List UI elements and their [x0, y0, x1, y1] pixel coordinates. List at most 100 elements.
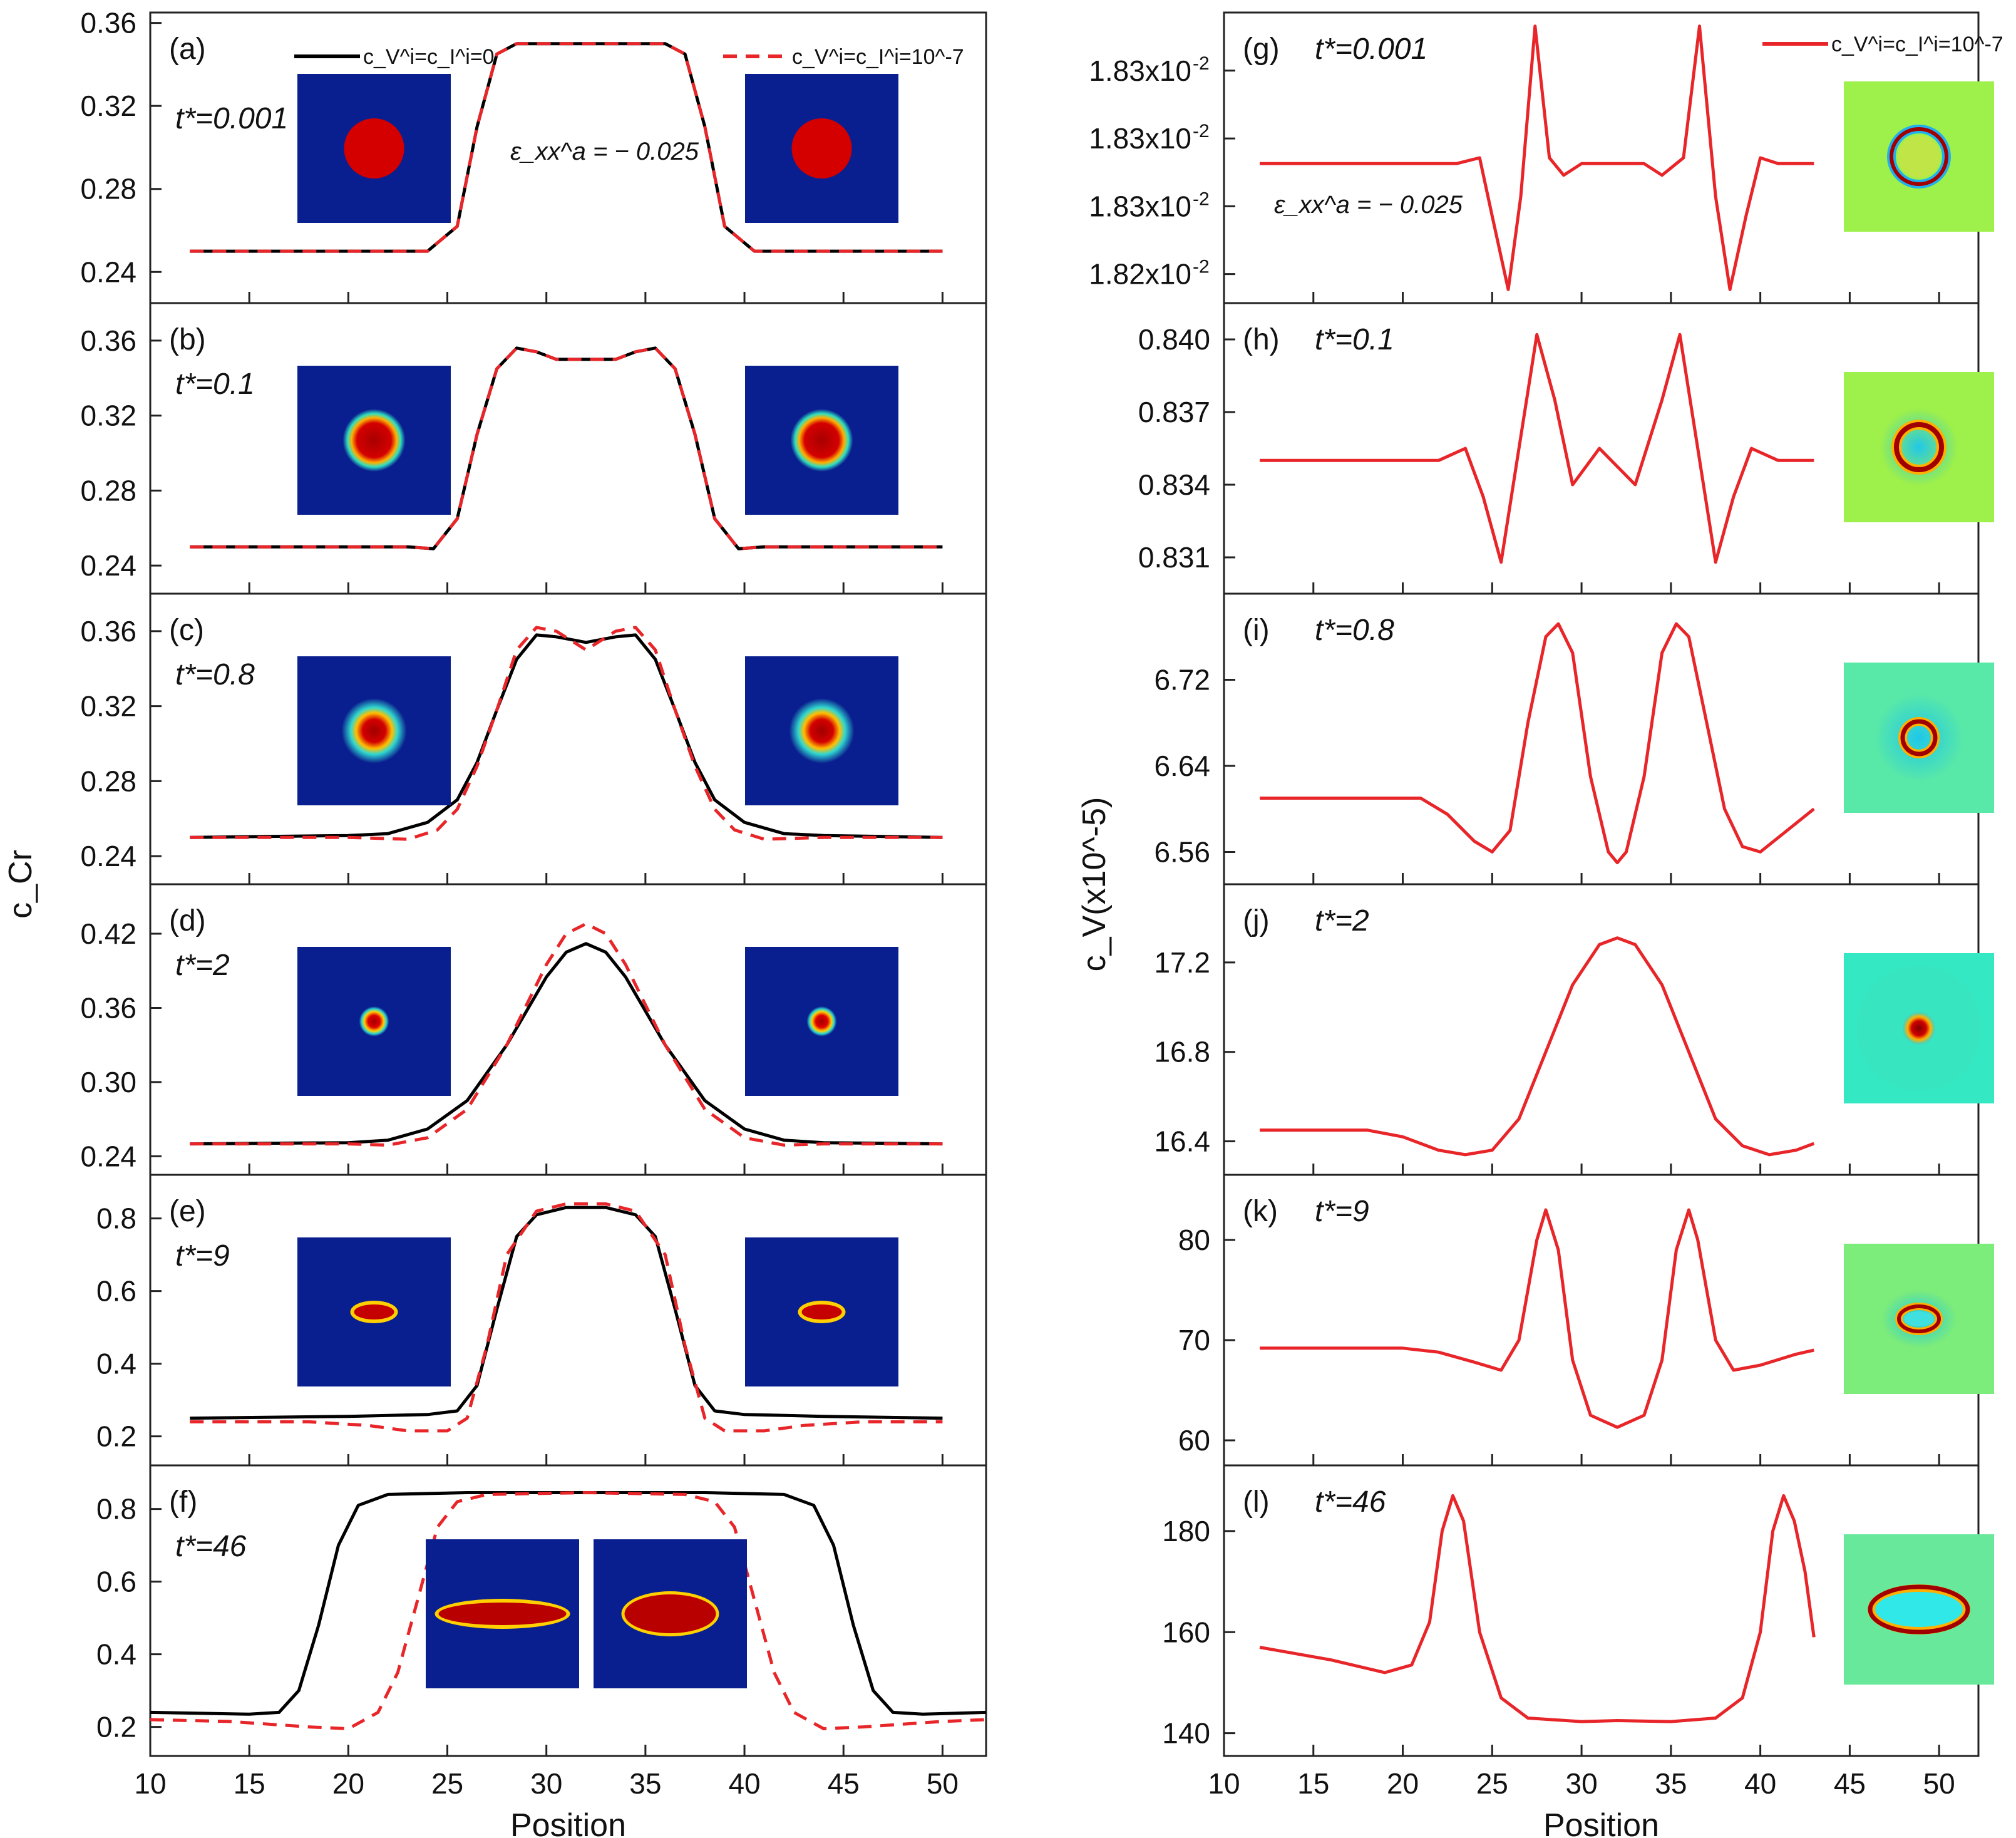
- time-label: t*=0.1: [1315, 323, 1394, 356]
- series-line: [1260, 622, 1815, 865]
- y-tick-label: 0.24: [80, 840, 136, 872]
- x-tick-label: 20: [1387, 1767, 1419, 1800]
- series-line: [150, 1491, 987, 1730]
- panel-label: (l): [1243, 1485, 1270, 1519]
- y-tick-exponent: -2: [1193, 188, 1210, 209]
- vacancy-ring: [1868, 1584, 1970, 1634]
- y-tick-label: 1.83x10: [1089, 54, 1191, 87]
- y-tick-label: 0.6: [96, 1566, 136, 1598]
- x-tick-label: 50: [927, 1767, 959, 1800]
- panel-label: (e): [169, 1195, 206, 1228]
- series-line: [1260, 1208, 1814, 1429]
- panel-g: 1.82x10 -21.83x10 -21.83x10 -21.83x10 -2 (g) t…: [1089, 11, 2003, 304]
- y-tick-exponent: -2: [1193, 257, 1210, 277]
- x-axis-title: Position: [510, 1807, 626, 1838]
- series-line: [190, 633, 943, 839]
- y-tick-label: 60: [1178, 1424, 1210, 1457]
- x-tick-label: 25: [1476, 1767, 1508, 1800]
- x-tick-label: 15: [234, 1767, 265, 1800]
- y-tick-label: 0.28: [80, 173, 136, 205]
- precipitate-shape: [344, 118, 404, 178]
- y-tick-label: 140: [1162, 1717, 1210, 1750]
- precipitate-shape: [342, 409, 406, 472]
- legend-label: c_V^i=c_I^i=10^-7: [792, 45, 964, 69]
- x-tick-label: 45: [828, 1767, 860, 1800]
- y-tick-label: 0.24: [80, 256, 136, 288]
- vacancy-ring: [1875, 694, 1963, 782]
- panel-i: 6.56 6.64 6.72 (i) t*=0.8: [1154, 592, 1994, 885]
- y-tick-label: 0.36: [80, 324, 136, 357]
- vacancy-ring: [1897, 1304, 1941, 1333]
- precipitate-shape: [791, 118, 852, 178]
- precipitate-shape: [790, 409, 853, 472]
- vacancy-ring: [1898, 135, 1940, 178]
- series-line: [190, 1206, 943, 1420]
- precipitate-shape: [806, 1006, 837, 1036]
- y-tick-label: 1.83x10: [1089, 190, 1191, 222]
- strain-label: ε_xx^a = − 0.025: [510, 138, 699, 165]
- precipitate-shape: [341, 698, 407, 763]
- panel-h: 0.831 0.834 0.837 0.840 (h) t*=0.1: [1138, 302, 1994, 595]
- precipitate-shape: [801, 1304, 842, 1319]
- y-tick-label: 6.64: [1154, 750, 1210, 782]
- y-tick-label: 16.4: [1154, 1125, 1210, 1157]
- y-tick-label: 0.42: [80, 917, 136, 950]
- y-tick-label: 0.24: [80, 1140, 136, 1172]
- vacancy-ring: [1875, 1592, 1963, 1627]
- legend-label: c_V^i=c_I^i=0: [363, 45, 495, 69]
- y-tick-label: 0.2: [96, 1420, 136, 1453]
- precipitate-shape: [789, 698, 855, 763]
- vacancy-ring: [1903, 1012, 1935, 1045]
- x-tick-label: 40: [1744, 1767, 1776, 1800]
- x-tick-label: 25: [431, 1767, 463, 1800]
- vacancy-ring: [1890, 127, 1948, 186]
- panel-label: (j): [1243, 904, 1270, 937]
- y-axis-title-left: c_Cr: [3, 850, 39, 919]
- series-line: [1260, 24, 1814, 291]
- x-tick-label: 20: [332, 1767, 364, 1800]
- y-tick-label: 0.36: [80, 7, 136, 39]
- x-tick-label: 10: [134, 1767, 166, 1800]
- vacancy-ring: [1900, 719, 1938, 756]
- time-label: t*=2: [175, 949, 230, 982]
- y-tick-label: 0.28: [80, 765, 136, 797]
- y-tick-label: 0.2: [96, 1711, 136, 1743]
- y-tick-label: 160: [1162, 1616, 1210, 1648]
- y-tick-label: 0.32: [80, 90, 136, 122]
- panel-d: 0.24 0.30 0.36 0.42 (d) t*=2: [80, 883, 987, 1176]
- y-tick-label: 180: [1162, 1515, 1210, 1547]
- x-tick-label: 10: [1208, 1767, 1240, 1800]
- panel-j: 16.4 16.8 17.2 (j) t*=2: [1154, 883, 1994, 1176]
- y-tick-label: 0.32: [80, 400, 136, 432]
- panel-label: (k): [1243, 1195, 1278, 1228]
- y-tick-label: 0.6: [96, 1275, 136, 1308]
- time-label: t*=0.001: [1315, 33, 1427, 66]
- time-label: t*=2: [1315, 904, 1369, 937]
- panel-a: 0.24 0.28 0.32 0.36 (a) t*=0.001 c_V^i=c_I^i=0…: [80, 7, 987, 304]
- time-label: t*=0.1: [175, 368, 255, 401]
- vacancy-ring: [1904, 1311, 1934, 1326]
- panel-label: (d): [169, 904, 206, 937]
- y-tick-label: 17.2: [1154, 946, 1210, 979]
- series-line: [190, 346, 943, 550]
- x-axis-title: Position: [1543, 1807, 1659, 1838]
- y-tick-label: 0.36: [80, 991, 136, 1024]
- y-axis-title-right: c_V(x10^-5): [1076, 797, 1113, 972]
- y-tick-exponent: -2: [1193, 121, 1210, 142]
- x-tick-label: 30: [530, 1767, 562, 1800]
- y-tick-label: 0.36: [80, 615, 136, 648]
- y-tick-label: 0.28: [80, 474, 136, 507]
- panel-l: 140 160 180 (l) t*=46: [1162, 1464, 1994, 1757]
- x-tick-label: 50: [1923, 1767, 1955, 1800]
- panel-label: (f): [169, 1485, 197, 1519]
- y-tick-label: 1.82x10: [1089, 258, 1191, 291]
- y-tick-label: 0.32: [80, 690, 136, 723]
- y-tick-label: 0.831: [1138, 541, 1210, 574]
- panel-label: (a): [169, 33, 206, 66]
- panel-k: 60 70 80 (k) t*=9: [1178, 1174, 1994, 1467]
- panel-label: (g): [1243, 33, 1280, 66]
- time-label: t*=0.8: [175, 658, 255, 691]
- inset-map: [1844, 81, 1994, 232]
- precipitate-shape: [354, 1304, 394, 1319]
